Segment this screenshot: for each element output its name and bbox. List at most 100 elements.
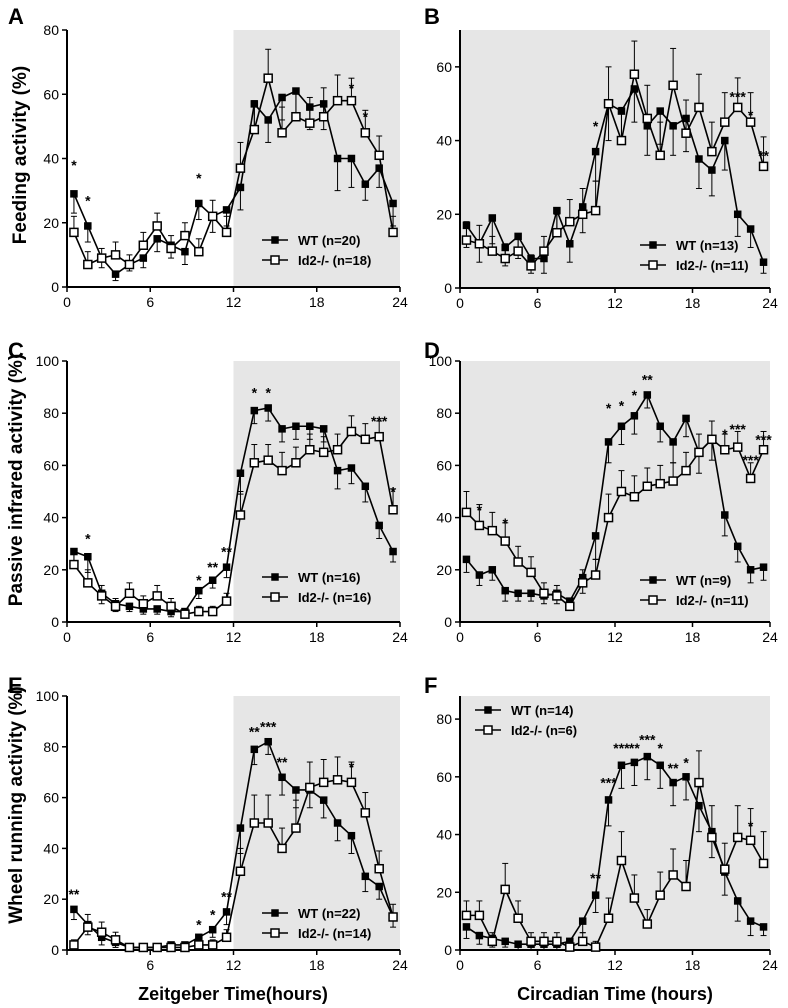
data-point — [656, 422, 664, 430]
data-point — [318, 777, 329, 788]
data-point — [236, 824, 245, 832]
data-point — [745, 117, 756, 127]
data-point — [540, 254, 548, 263]
y-tick-label: 0 — [444, 280, 452, 296]
data-point — [514, 940, 522, 948]
significance-marker: ** — [68, 886, 79, 902]
data-point — [566, 240, 574, 248]
data-point — [707, 434, 717, 445]
legend: WT (n=16) Id2-/- (n=16) — [262, 570, 371, 605]
data-point — [695, 155, 703, 163]
data-point — [208, 925, 217, 934]
data-point — [488, 566, 497, 574]
data-point — [375, 521, 383, 530]
data-point — [388, 505, 398, 515]
significance-marker: ** — [277, 754, 288, 770]
data-point — [153, 235, 161, 243]
x-tick-label: 18 — [685, 295, 701, 311]
data-point — [732, 102, 743, 113]
y-tick-label: 80 — [436, 711, 452, 727]
data-point — [474, 520, 485, 531]
data-point — [84, 222, 92, 230]
significance-marker: * — [748, 818, 754, 834]
data-point — [83, 259, 93, 270]
data-point — [222, 563, 231, 571]
data-point — [758, 161, 769, 172]
significance-marker: * — [196, 572, 202, 588]
y-tick-label: 40 — [436, 133, 452, 149]
y-tick-label: 60 — [436, 59, 452, 75]
series-id2 — [69, 48, 398, 270]
y-tick-label: 60 — [43, 790, 59, 806]
data-point — [69, 227, 79, 238]
x-tick-label: 18 — [309, 294, 325, 310]
data-point — [656, 107, 664, 115]
data-point — [292, 786, 300, 794]
significance-marker: * — [748, 107, 754, 123]
data-point — [590, 205, 601, 216]
data-point — [263, 455, 273, 465]
y-tick-label: 40 — [436, 510, 452, 526]
data-point — [291, 458, 301, 468]
data-point — [707, 146, 717, 157]
data-point — [669, 778, 677, 787]
legend-label: Id2-/- (n=11) — [676, 258, 749, 273]
data-point — [720, 117, 730, 127]
data-point — [758, 858, 769, 869]
data-point — [616, 855, 627, 866]
data-point — [630, 758, 639, 767]
data-point — [526, 261, 536, 271]
legend-marker — [649, 241, 657, 249]
data-point — [721, 511, 729, 519]
panel-letter: B — [424, 4, 440, 29]
data-point — [278, 425, 286, 433]
data-point — [111, 270, 120, 278]
data-point — [166, 942, 176, 953]
legend-label: WT (n=16) — [298, 570, 360, 585]
data-point — [616, 135, 627, 146]
data-point — [180, 942, 190, 953]
panel-letter: A — [8, 4, 24, 29]
data-point — [333, 154, 342, 163]
y-tick-label: 60 — [43, 457, 59, 473]
significance-marker: *** — [371, 413, 388, 429]
data-point — [681, 465, 691, 476]
significance-marker: * — [390, 484, 396, 500]
legend-marker — [484, 706, 492, 714]
legend-label: Id2-/- (n=16) — [298, 590, 371, 605]
data-point — [166, 243, 176, 254]
x-tick-label: 24 — [762, 295, 778, 311]
y-tick-label: 40 — [436, 827, 452, 843]
data-point — [694, 447, 704, 458]
data-point — [500, 536, 510, 546]
significance-marker: * — [502, 515, 508, 531]
data-point — [110, 250, 121, 260]
data-point — [553, 206, 561, 215]
data-point — [124, 942, 135, 953]
data-point — [207, 940, 218, 950]
legend-label: WT (n=20) — [298, 233, 360, 248]
data-point — [617, 422, 626, 430]
data-point — [221, 932, 232, 943]
significance-marker: * — [349, 80, 355, 96]
legend-label: WT (n=13) — [676, 238, 738, 253]
legend-marker — [271, 909, 279, 917]
data-point — [388, 227, 398, 238]
data-point — [565, 216, 575, 227]
series-wt — [70, 404, 397, 618]
data-point — [181, 247, 189, 256]
legend-marker — [483, 725, 493, 735]
data-point — [655, 150, 665, 161]
data-point — [69, 559, 79, 570]
data-point — [306, 422, 314, 430]
significance-marker: * — [657, 740, 663, 756]
data-point — [733, 210, 742, 219]
y-tick-label: 60 — [436, 457, 452, 473]
significance-marker: *** — [600, 775, 617, 791]
y-tick-label: 80 — [43, 22, 59, 38]
data-point — [461, 507, 472, 518]
y-tick-label: 0 — [51, 942, 59, 958]
data-point — [552, 936, 562, 947]
